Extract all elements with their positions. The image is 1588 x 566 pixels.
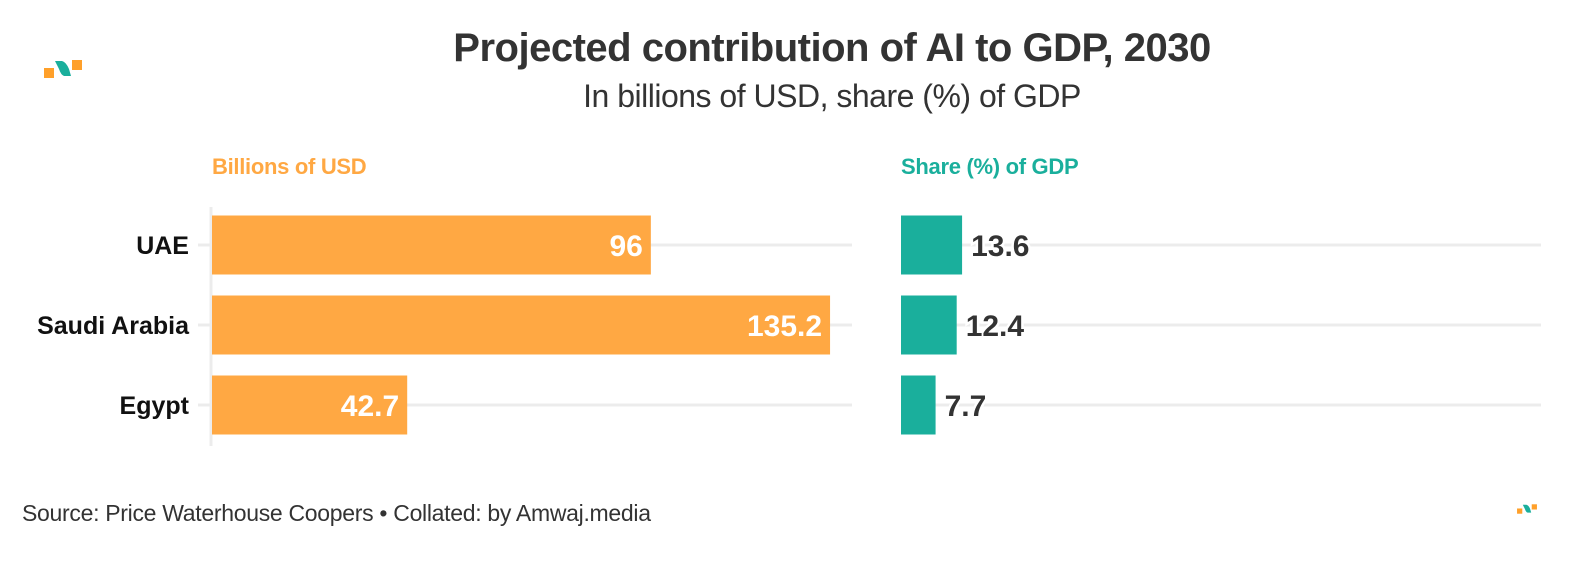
chart-title: Projected contribution of AI to GDP, 203… bbox=[453, 26, 1211, 70]
value-label-usd: 135.2 bbox=[747, 310, 822, 343]
amwaj-logo-small bbox=[1517, 504, 1537, 514]
bar-usd bbox=[212, 215, 651, 275]
value-label-share: 13.6 bbox=[971, 230, 1029, 263]
panel-label-usd: Billions of USD bbox=[212, 154, 367, 179]
value-label-share: 7.7 bbox=[945, 390, 987, 423]
category-label: Saudi Arabia bbox=[37, 312, 190, 340]
value-label-usd: 96 bbox=[609, 230, 642, 263]
logo-wave bbox=[1522, 504, 1532, 513]
source-note: Source: Price Waterhouse Coopers • Colla… bbox=[22, 500, 651, 526]
chart-subtitle: In billions of USD, share (%) of GDP bbox=[583, 78, 1081, 114]
logo-square-right bbox=[72, 60, 82, 70]
logo-square-right bbox=[1531, 504, 1537, 510]
value-label-usd: 42.7 bbox=[341, 390, 399, 423]
bars-share: 13.6 12.4 7.7 bbox=[901, 215, 1032, 435]
value-label-share: 12.4 bbox=[966, 310, 1025, 343]
category-label: Egypt bbox=[120, 392, 190, 420]
panel-label-share: Share (%) of GDP bbox=[901, 154, 1079, 179]
category-label: UAE bbox=[136, 232, 189, 260]
bar-share bbox=[901, 375, 936, 435]
bar-share bbox=[901, 295, 957, 355]
logo-wave bbox=[55, 61, 71, 76]
amwaj-logo bbox=[44, 60, 82, 78]
bar-usd bbox=[212, 295, 831, 355]
category-labels: UAE Saudi Arabia Egypt bbox=[37, 232, 211, 420]
bars-usd: 96 135.2 42.7 bbox=[212, 215, 831, 435]
logo-square-left bbox=[44, 68, 54, 78]
logo-square-left bbox=[1517, 508, 1523, 514]
bar-share bbox=[901, 215, 963, 275]
grid-share bbox=[901, 243, 1541, 407]
bar-usd bbox=[212, 375, 408, 435]
